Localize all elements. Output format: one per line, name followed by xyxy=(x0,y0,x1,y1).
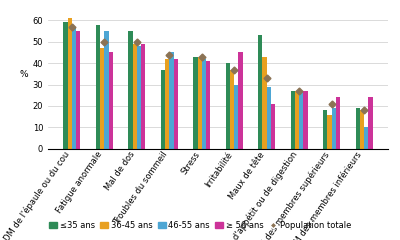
Bar xyxy=(169,52,174,149)
Line: Population totale: Population totale xyxy=(70,24,366,113)
Bar xyxy=(193,57,198,149)
Population totale xyxy=(199,55,204,58)
Bar xyxy=(336,97,340,149)
Bar xyxy=(174,59,178,149)
Bar xyxy=(303,91,308,149)
Population totale xyxy=(102,40,107,43)
Bar xyxy=(108,52,113,149)
Bar xyxy=(133,44,137,149)
Bar xyxy=(76,31,80,149)
Bar xyxy=(72,27,76,149)
Bar xyxy=(202,59,206,149)
Population totale xyxy=(134,40,139,43)
Y-axis label: %: % xyxy=(20,70,28,79)
Bar xyxy=(104,31,108,149)
Bar xyxy=(96,24,100,149)
Population totale xyxy=(362,109,366,112)
Population totale xyxy=(70,25,74,28)
Bar xyxy=(226,63,230,149)
Population totale xyxy=(167,53,172,56)
Bar xyxy=(291,91,295,149)
Population totale xyxy=(329,102,334,105)
Population totale xyxy=(297,90,302,92)
Bar xyxy=(128,31,133,149)
Bar xyxy=(137,46,141,149)
Legend: ≤35 ans, 36-45 ans, 46-55 ans, ≥ 56 ans, Population totale: ≤35 ans, 36-45 ans, 46-55 ans, ≥ 56 ans,… xyxy=(46,218,354,234)
Bar xyxy=(356,108,360,149)
Bar xyxy=(234,84,238,149)
Bar xyxy=(328,114,332,149)
Bar xyxy=(100,48,104,149)
Bar xyxy=(299,91,303,149)
Bar xyxy=(364,127,368,149)
Bar xyxy=(368,97,372,149)
Bar xyxy=(295,91,299,149)
Bar xyxy=(360,110,364,149)
Bar xyxy=(271,104,275,149)
Bar xyxy=(323,110,328,149)
Bar xyxy=(258,35,262,149)
Bar xyxy=(332,108,336,149)
Bar xyxy=(64,23,68,149)
Bar xyxy=(206,61,210,149)
Bar xyxy=(267,87,271,149)
Bar xyxy=(141,44,145,149)
Population totale xyxy=(232,68,237,71)
Bar xyxy=(68,18,72,149)
Bar xyxy=(230,70,234,149)
Bar xyxy=(161,70,165,149)
Bar xyxy=(165,59,169,149)
Population totale xyxy=(264,77,269,80)
Bar xyxy=(198,57,202,149)
Bar xyxy=(262,57,267,149)
Bar xyxy=(238,52,243,149)
